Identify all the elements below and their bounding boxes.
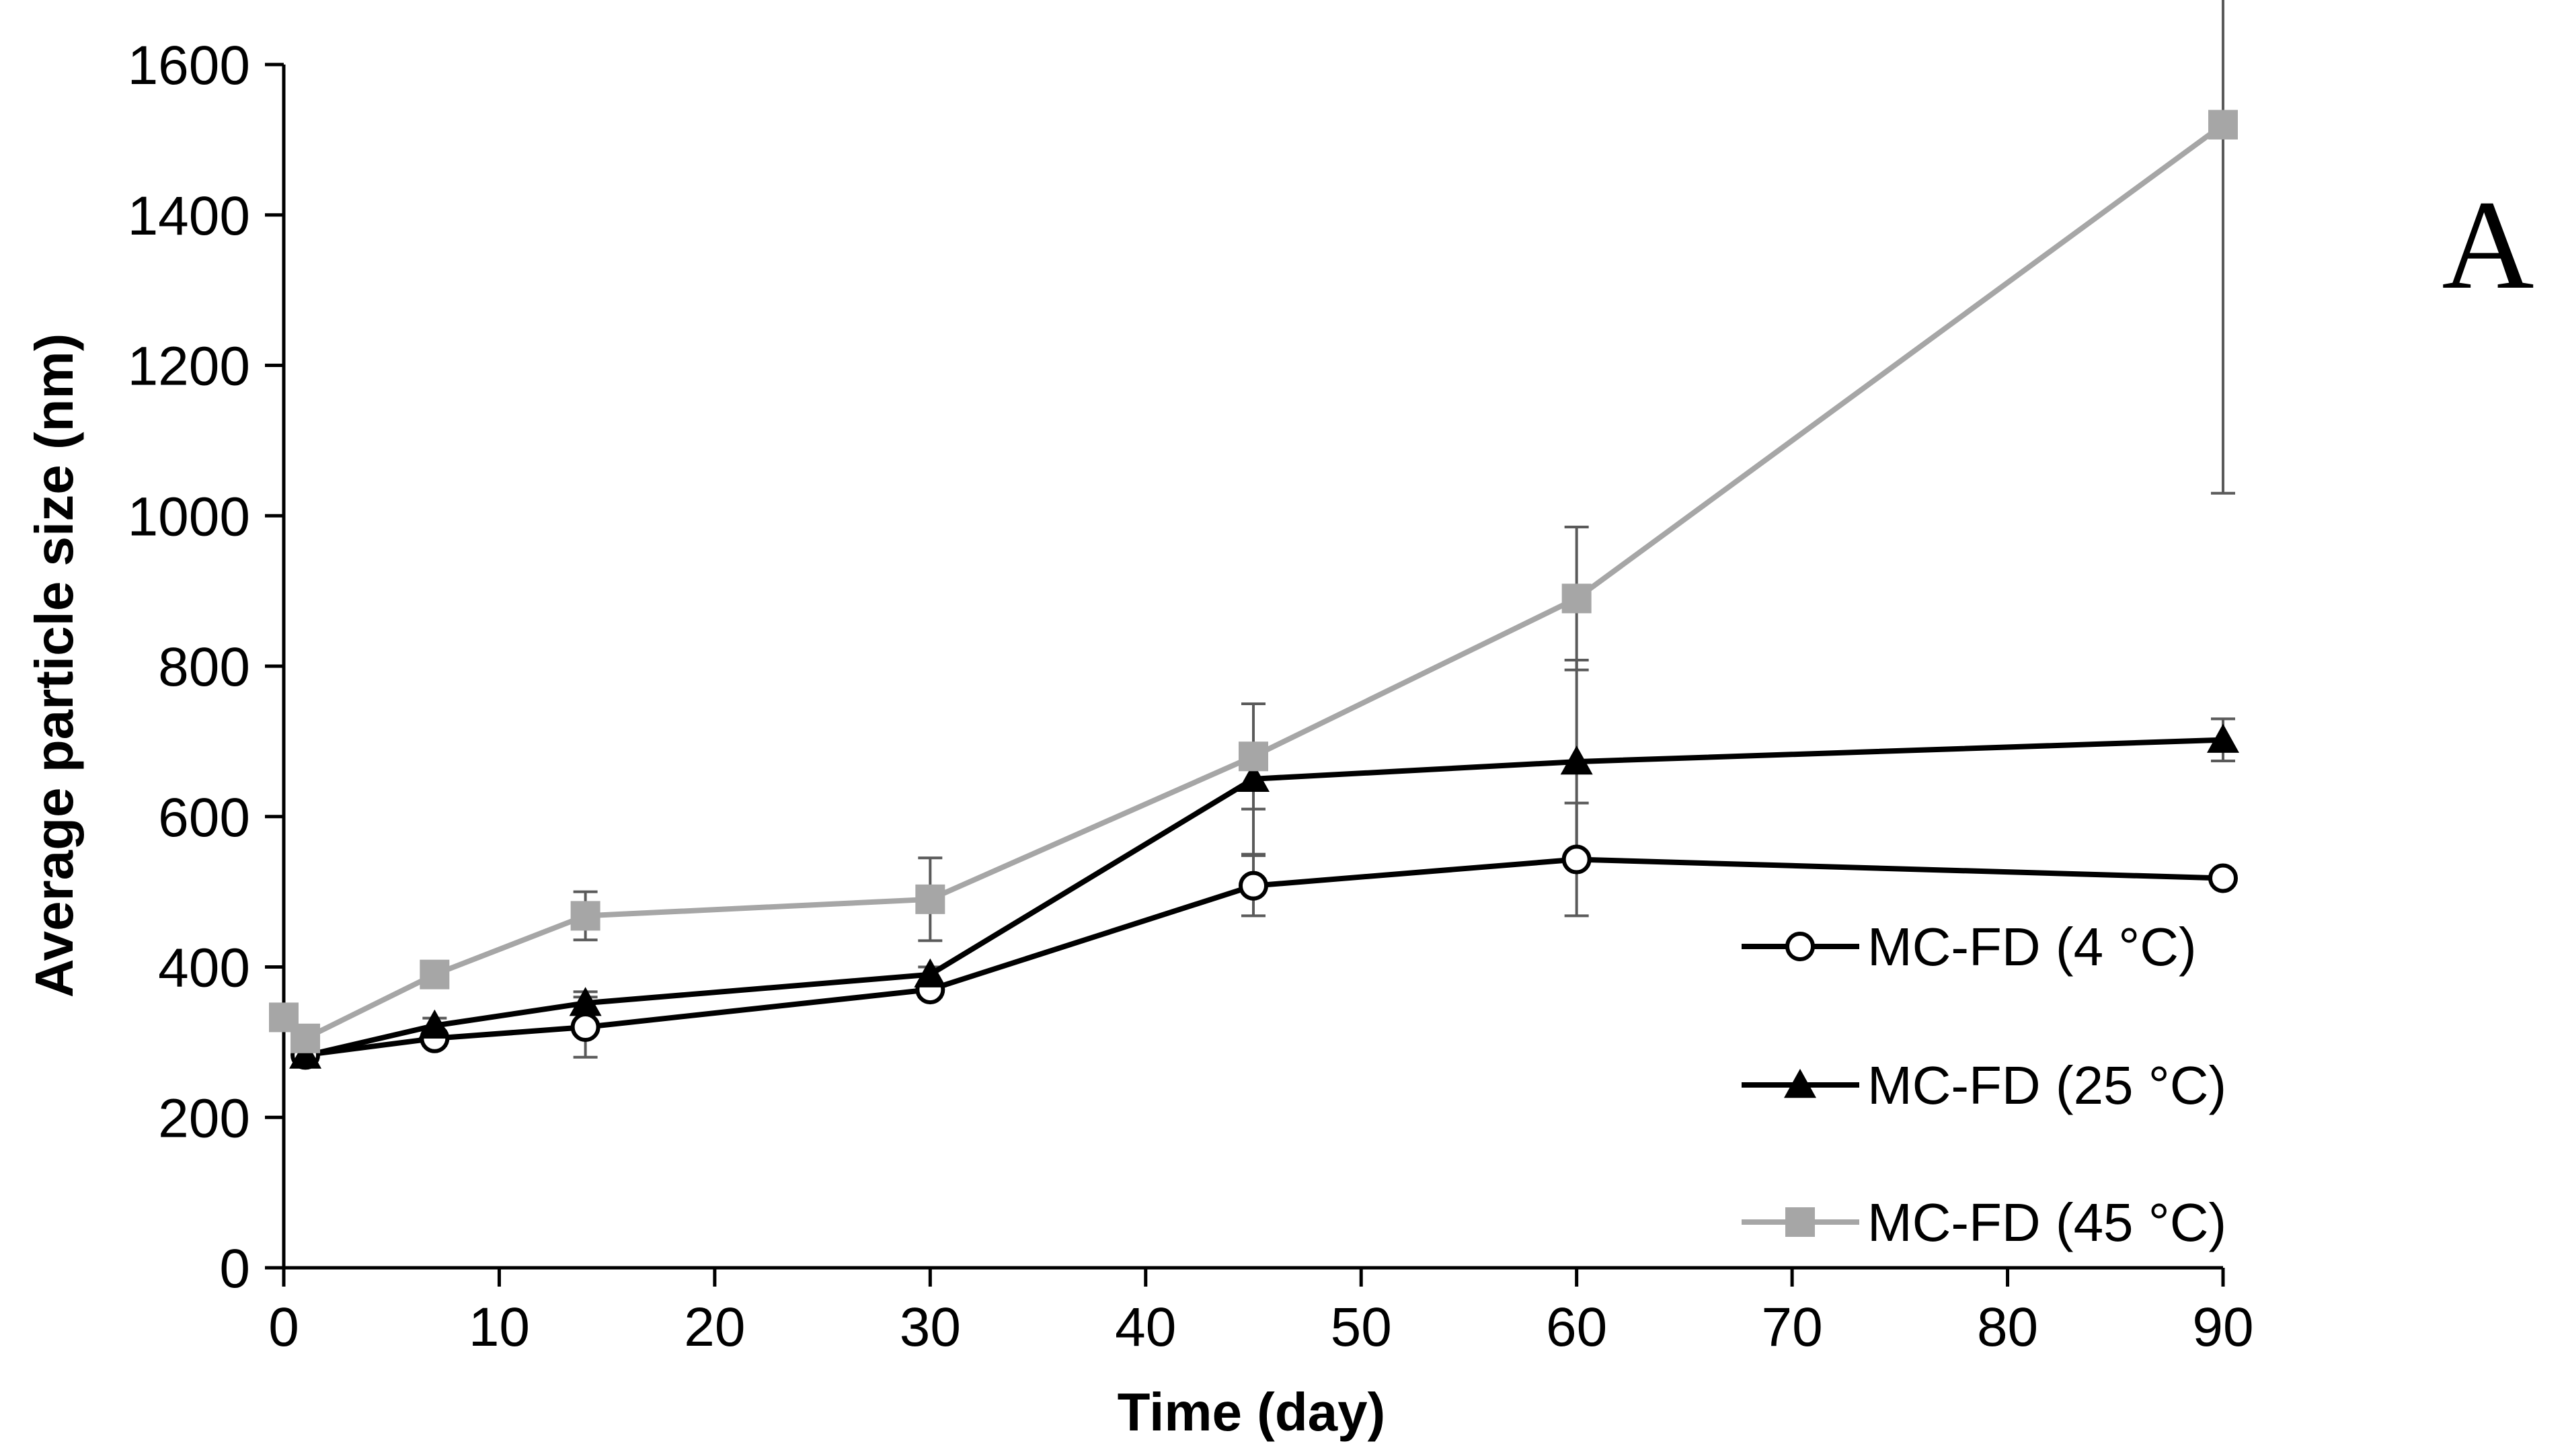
y-tick-label: 800: [158, 637, 250, 698]
legend-marker: [1785, 932, 1815, 961]
series-0-point: [570, 1012, 600, 1042]
series-2-point: [570, 901, 600, 931]
error-bars: [272, 0, 2235, 1068]
legend-label: MC-FD (4 °C): [1867, 917, 2197, 977]
x-tick-label: 50: [1331, 1297, 1392, 1358]
legend-marker: [1785, 1207, 1815, 1237]
x-tick-label: 0: [268, 1297, 299, 1358]
y-tick-label: 400: [158, 938, 250, 999]
legend-label: MC-FD (25 °C): [1867, 1055, 2226, 1115]
y-tick-label: 1400: [128, 186, 250, 247]
x-tick-label: 30: [900, 1297, 961, 1358]
x-tick-label: 10: [469, 1297, 530, 1358]
series-2-point: [2208, 110, 2238, 140]
series-0-point: [1561, 844, 1592, 875]
series-0-point: [2208, 863, 2238, 893]
legend-label: MC-FD (45 °C): [1867, 1192, 2226, 1252]
series-2-point: [915, 884, 945, 914]
y-tick-label: 1600: [128, 35, 250, 96]
series-1-point: [2207, 723, 2239, 753]
axes: 0 200 400 600 800 1000 1200 1400 1600 0 10 20 30 40 50…: [128, 35, 2254, 1358]
series-1-point: [914, 958, 947, 987]
series-2-line: [282, 122, 2225, 1041]
series-0-point: [1239, 871, 1268, 901]
series-2-point: [1561, 583, 1592, 614]
panel-label: A: [2442, 175, 2534, 316]
y-axis-title: Average particle size (nm): [24, 333, 84, 998]
legend-marker: [1784, 1069, 1816, 1098]
y-tick-label: 0: [219, 1238, 250, 1299]
series-1-point: [289, 1039, 322, 1069]
series-1-point: [1560, 745, 1593, 775]
x-tick-label: 90: [2192, 1297, 2253, 1358]
x-axis-title: Time (day): [1118, 1382, 1386, 1442]
x-tick-label: 70: [1762, 1297, 1823, 1358]
x-tick-label: 40: [1115, 1297, 1176, 1358]
series-2-point: [420, 959, 450, 989]
series-2-point: [290, 1023, 321, 1053]
series-2-point: [1239, 741, 1268, 772]
x-tick-label: 60: [1546, 1297, 1607, 1358]
y-tick-label: 1000: [128, 486, 250, 547]
y-tick-label: 600: [158, 787, 250, 848]
legend: MC-FD (4 °C) MC-FD (25 °C) MC-FD (45 °C): [1742, 917, 2226, 1252]
y-tick-label: 1200: [128, 336, 250, 397]
series-1-point: [418, 1009, 451, 1039]
series-1-point: [1237, 762, 1270, 793]
x-tick-label: 20: [684, 1297, 745, 1358]
x-tick-label: 80: [1977, 1297, 2038, 1358]
series-markers: [269, 110, 2239, 1070]
y-tick-label: 200: [158, 1088, 250, 1149]
series-1-point: [569, 987, 602, 1016]
